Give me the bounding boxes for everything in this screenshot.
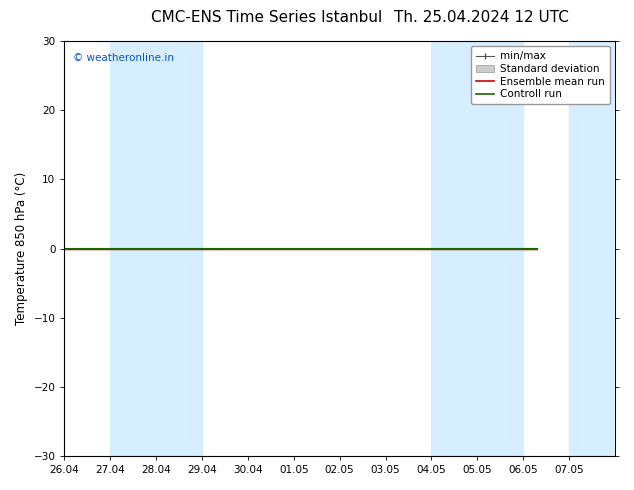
Text: © weatheronline.in: © weatheronline.in xyxy=(73,53,174,64)
Text: CMC-ENS Time Series Istanbul: CMC-ENS Time Series Istanbul xyxy=(151,10,382,25)
Y-axis label: Temperature 850 hPa (°C): Temperature 850 hPa (°C) xyxy=(15,172,28,325)
Text: Th. 25.04.2024 12 UTC: Th. 25.04.2024 12 UTC xyxy=(394,10,569,25)
Bar xyxy=(110,41,156,456)
Bar xyxy=(431,41,477,456)
Bar xyxy=(569,41,615,456)
Legend: min/max, Standard deviation, Ensemble mean run, Controll run: min/max, Standard deviation, Ensemble me… xyxy=(470,46,610,104)
Bar xyxy=(477,41,523,456)
Bar xyxy=(156,41,202,456)
